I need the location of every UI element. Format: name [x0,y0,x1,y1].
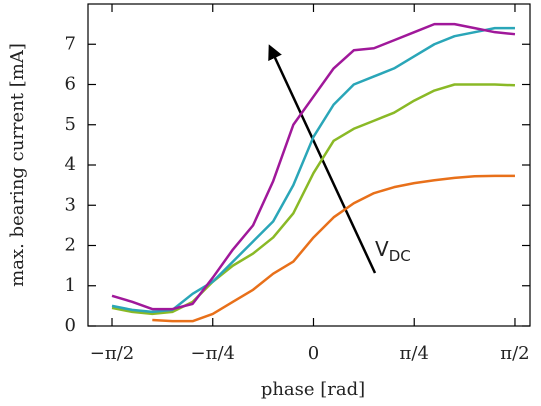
x-axis-label: phase [rad] [261,379,365,400]
y-axis-label: max. bearing current [mA] [7,43,28,287]
y-tick-label: 0 [65,315,76,336]
x-tick-label: 0 [308,343,319,364]
series-line [111,83,516,316]
x-tick-label: −π/4 [191,343,235,364]
y-tick-label: 6 [65,74,76,95]
plot-frame [87,3,531,327]
annotation-text: V [375,237,389,261]
x-tick-label: −π/2 [90,343,134,364]
y-tick-label: 2 [65,235,76,256]
y-tick-label: 4 [65,154,76,175]
series-line [111,26,515,314]
y-tick-label: 3 [65,194,76,215]
y-tick-label: 1 [65,275,76,296]
x-tick-label: π/2 [500,343,529,364]
series-line [152,174,515,323]
annotation-subscript: DC [389,247,411,265]
y-tick-label: 5 [65,114,76,135]
x-tick-label: π/4 [400,343,429,364]
series-line [111,22,516,311]
annotation: VDC [375,237,411,265]
y-tick-label: 7 [65,33,76,54]
